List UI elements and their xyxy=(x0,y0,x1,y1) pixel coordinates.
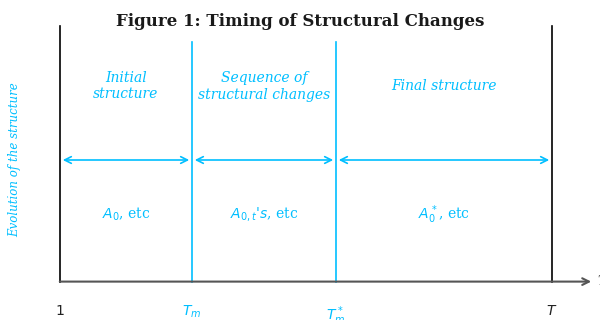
Text: $T$: $T$ xyxy=(547,304,557,318)
Text: Sequence of
structural changes: Sequence of structural changes xyxy=(198,71,330,101)
Text: $A_0^*$, etc: $A_0^*$, etc xyxy=(418,203,470,226)
Text: $A_0$, etc: $A_0$, etc xyxy=(102,206,150,223)
Text: Evolution of the structure: Evolution of the structure xyxy=(8,83,22,237)
Text: Initial
structure: Initial structure xyxy=(94,71,158,101)
Text: Time: Time xyxy=(597,275,600,288)
Text: $1$: $1$ xyxy=(55,304,65,318)
Text: $A_{0,t}$'$s$, etc: $A_{0,t}$'$s$, etc xyxy=(230,205,298,223)
Text: $T_m$: $T_m$ xyxy=(182,304,202,320)
Text: Figure 1: Timing of Structural Changes: Figure 1: Timing of Structural Changes xyxy=(116,13,484,30)
Text: $T_m^*$: $T_m^*$ xyxy=(326,304,346,320)
Text: Final structure: Final structure xyxy=(391,79,497,93)
